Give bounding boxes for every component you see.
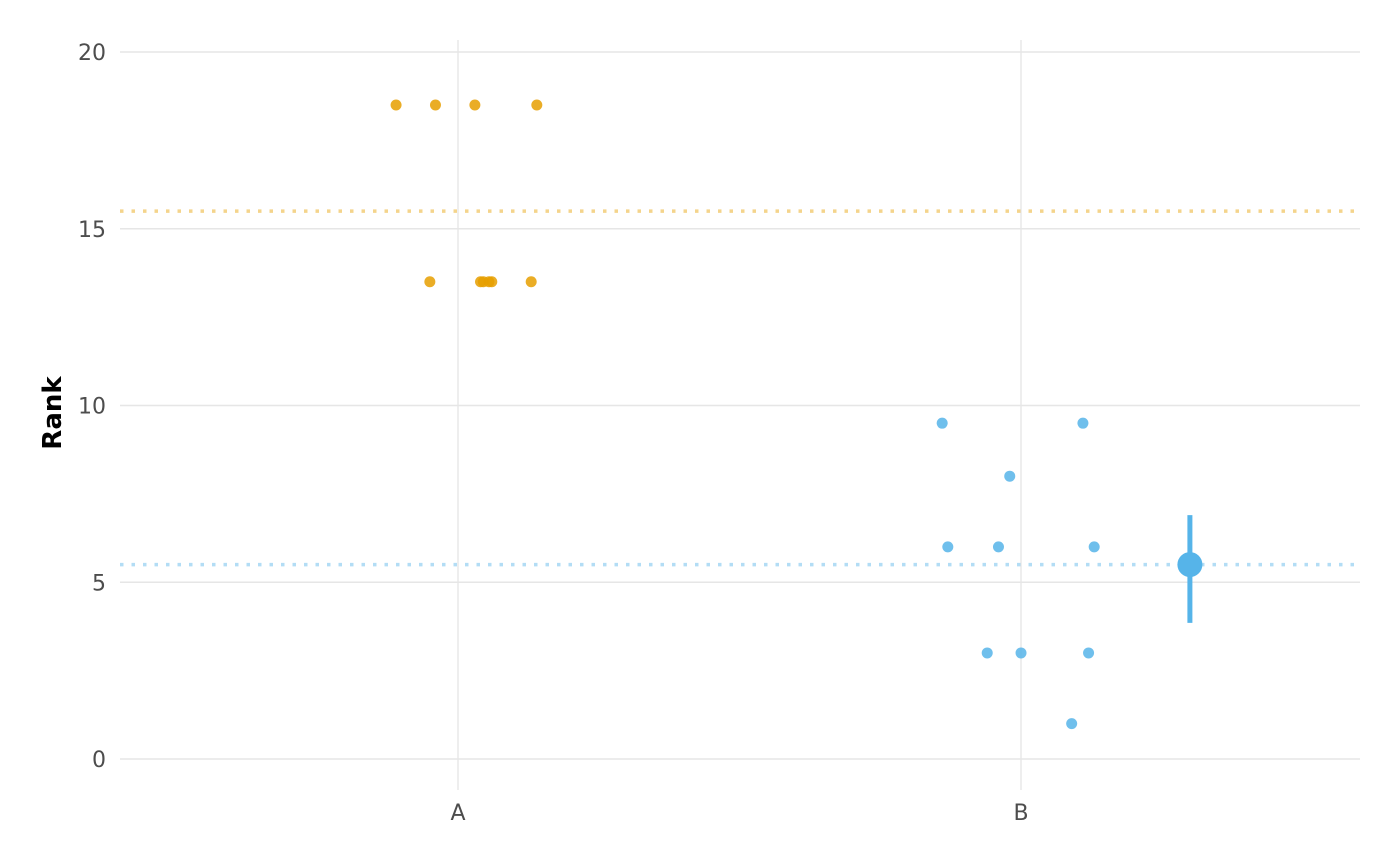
grid-lines [120, 40, 1360, 790]
data-point-b [1083, 647, 1095, 659]
y-tick-label: 5 [92, 571, 106, 596]
data-point-b [992, 541, 1004, 553]
y-tick-label: 0 [92, 748, 106, 773]
data-point-b [981, 647, 993, 659]
data-point-b [936, 417, 948, 429]
data-point-a [390, 99, 402, 111]
data-point-a [525, 276, 537, 288]
data-point-a [429, 99, 441, 111]
x-tick-label: A [450, 801, 465, 826]
data-point-a [531, 99, 543, 111]
data-point-b [1066, 718, 1078, 730]
data-point-a [469, 99, 481, 111]
data-points [390, 99, 1100, 730]
data-point-b [1015, 647, 1027, 659]
data-point-b [1004, 470, 1016, 482]
y-tick-label: 15 [78, 218, 106, 243]
data-point-b [1077, 417, 1089, 429]
data-point-b [1088, 541, 1100, 553]
data-point-b [942, 541, 954, 553]
y-tick-labels: 0 5 10 15 20 [78, 41, 106, 773]
y-tick-label: 10 [78, 395, 106, 420]
summary-layer [1177, 515, 1203, 623]
data-point-a [486, 276, 498, 288]
mean-lines [120, 209, 1360, 567]
y-tick-label: 20 [78, 41, 106, 66]
x-tick-label: B [1013, 801, 1028, 826]
y-axis-title: Rank [38, 376, 68, 450]
summary-point-b [1177, 552, 1203, 578]
data-point-a [424, 276, 436, 288]
